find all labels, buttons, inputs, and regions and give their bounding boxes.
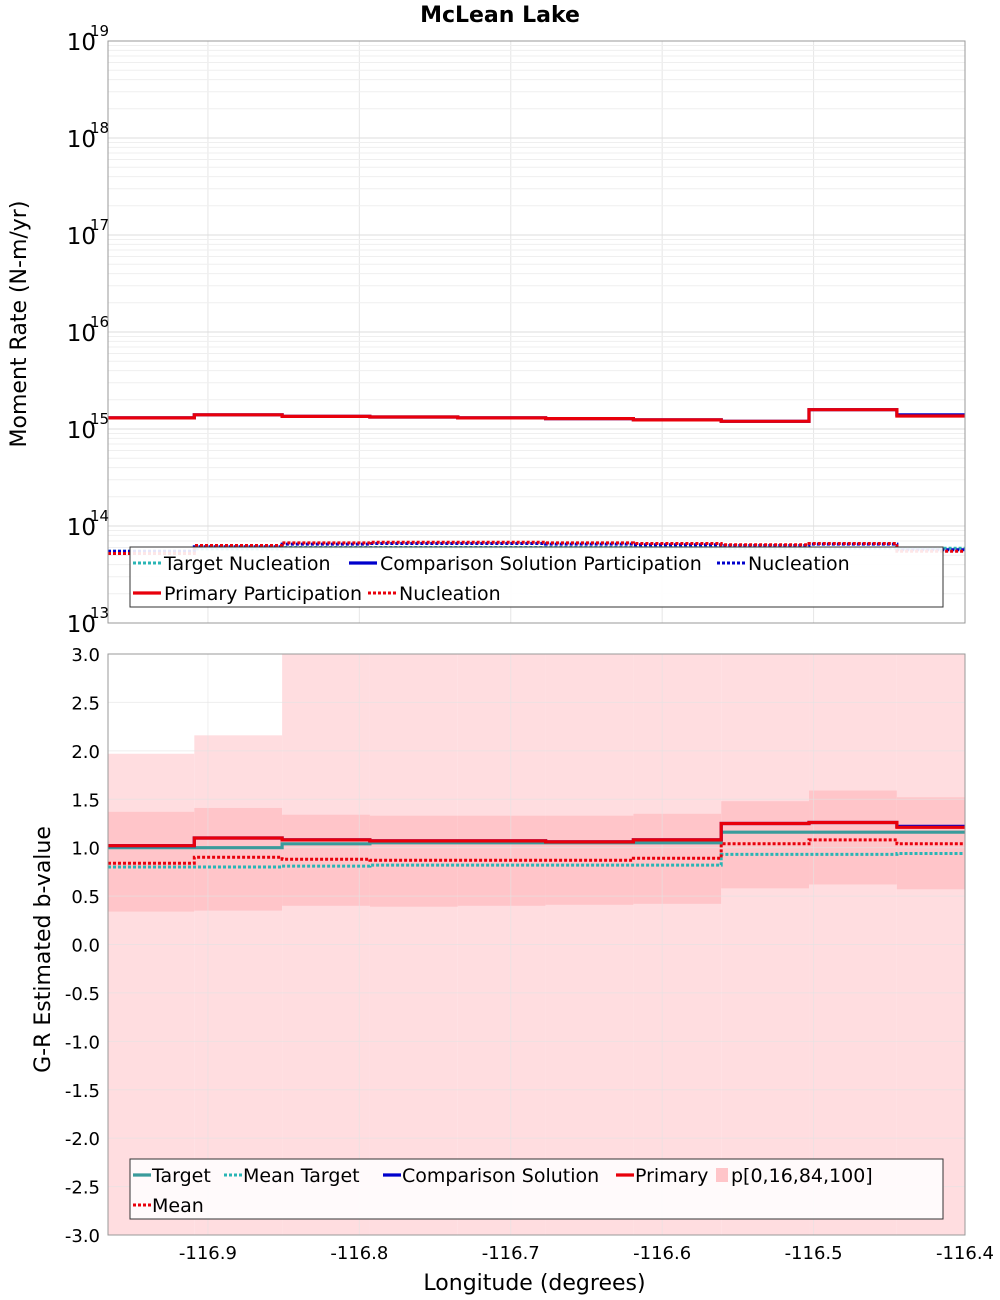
y-tick-label: 0.0 xyxy=(71,936,100,957)
legend-label: Primary Participation xyxy=(164,583,362,605)
y-tick-label: 10 xyxy=(67,321,96,347)
y-tick-label: -1.0 xyxy=(65,1032,100,1053)
y-tick-label: 10 xyxy=(67,515,96,541)
y-tick-exponent: 14 xyxy=(90,507,109,525)
y-tick-label: -2.5 xyxy=(65,1178,100,1199)
legend-label: Comparison Solution xyxy=(402,1165,599,1187)
legend-label: Target Nucleation xyxy=(163,553,331,575)
y-tick-exponent: 16 xyxy=(90,313,109,331)
legend-label: Comparison Solution Participation xyxy=(380,553,702,575)
x-tick-label: -116.6 xyxy=(633,1243,691,1264)
y-tick-label: 2.5 xyxy=(71,693,100,714)
y-tick-label: 10 xyxy=(67,30,96,56)
x-tick-label: -116.4 xyxy=(936,1243,994,1264)
b-value-series xyxy=(108,820,965,869)
y-tick-label: -2.0 xyxy=(65,1129,100,1150)
y-tick-exponent: 19 xyxy=(90,22,109,40)
legend-label: Primary xyxy=(635,1165,708,1187)
y-tick-label: 1.5 xyxy=(71,790,100,811)
band-inner xyxy=(194,807,283,911)
legend-box xyxy=(129,546,944,608)
band-inner xyxy=(809,790,897,885)
b-value-panel: 3.0 2.5 2.0 1.5 1.0 0.5 0.0 -0.5 -1.0 -1.5 -2.0 -2.… xyxy=(31,645,994,1296)
y-tick-exponent: 17 xyxy=(90,216,109,234)
b-value-plot-frame xyxy=(107,653,966,1236)
moment-rate-y-axis-label: Moment Rate (N-m/yr) xyxy=(7,201,32,448)
legend-box xyxy=(129,1158,944,1220)
x-axis-label: Longitude (degrees) xyxy=(423,1271,645,1296)
y-tick-label: 0.5 xyxy=(71,887,100,908)
chart-title: McLean Lake xyxy=(420,3,580,28)
x-tick-label: -116.8 xyxy=(330,1243,388,1264)
y-tick-exponent: 15 xyxy=(90,410,109,428)
y-tick-label: 2.0 xyxy=(71,742,100,763)
legend-label: p[0,16,84,100] xyxy=(731,1165,873,1187)
y-tick-label: 10 xyxy=(67,418,96,444)
b-value-y-axis-label: G-R Estimated b-value xyxy=(31,826,56,1073)
legend-label: Mean xyxy=(152,1195,204,1217)
legend-label: Target xyxy=(151,1165,211,1187)
y-tick-label: -1.5 xyxy=(65,1081,100,1102)
moment-rate-plot-frame xyxy=(107,40,966,624)
b-value-y-ticks: 3.0 2.5 2.0 1.5 1.0 0.5 0.0 -0.5 -1.0 -1.5 -2.0 -2.… xyxy=(65,645,100,1247)
legend-label: Nucleation xyxy=(748,553,850,575)
b-value-legend: Target Mean Target Comparison Solution Prim… xyxy=(129,1158,944,1220)
x-tick-label: -116.7 xyxy=(482,1243,540,1264)
y-tick-label: -3.0 xyxy=(65,1226,100,1247)
y-tick-label: 1.0 xyxy=(71,839,100,860)
series-line-4 xyxy=(108,540,965,555)
x-ticks: -116.9 -116.8 -116.7 -116.6 -116.5 -116.4 xyxy=(179,1243,994,1264)
x-tick-label: -116.5 xyxy=(785,1243,843,1264)
series-line-3 xyxy=(108,408,965,423)
y-tick-label: 10 xyxy=(67,127,96,153)
series-line-0 xyxy=(108,830,965,850)
y-tick-label: 3.0 xyxy=(71,645,100,666)
y-tick-exponent: 13 xyxy=(90,604,109,622)
y-tick-label: 10 xyxy=(67,224,96,250)
series-line-3 xyxy=(108,820,965,848)
x-tick-label: -116.9 xyxy=(179,1243,237,1264)
y-tick-label: -0.5 xyxy=(65,984,100,1005)
legend-swatch xyxy=(716,1168,728,1182)
series-line-1 xyxy=(108,852,965,869)
y-tick-exponent: 18 xyxy=(90,119,109,137)
legend-label: Mean Target xyxy=(243,1165,360,1187)
legend-label: Nucleation xyxy=(399,583,501,605)
series-line-4 xyxy=(108,838,965,865)
y-tick-label: 10 xyxy=(67,612,96,638)
moment-rate-legend: Target Nucleation Comparison Solution Par… xyxy=(129,546,944,608)
